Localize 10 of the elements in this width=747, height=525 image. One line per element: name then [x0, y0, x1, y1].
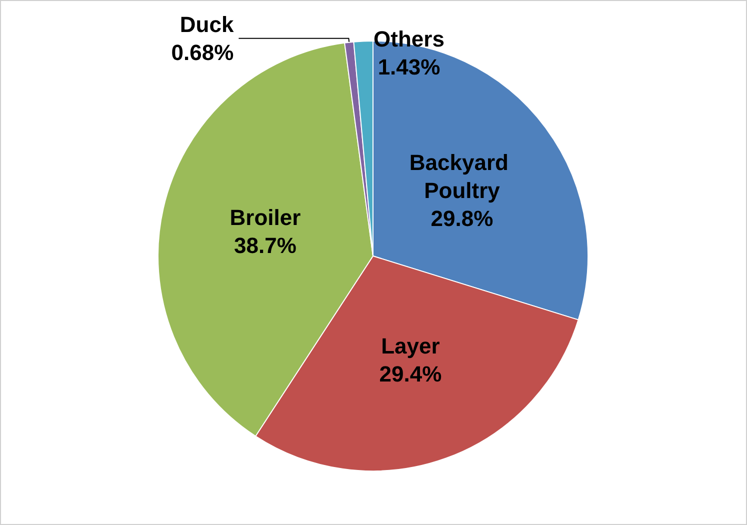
data-label: 38.7% — [234, 233, 296, 258]
slice-label: Others — [374, 26, 444, 52]
data-label: 0.68% — [171, 40, 234, 65]
slice-label: Layer — [381, 333, 440, 358]
slice-label: Broiler — [230, 205, 302, 230]
slice-label: Backyard Poultry — [409, 150, 515, 203]
slice-label: Duck — [180, 12, 234, 37]
data-label: 29.4% — [379, 361, 442, 386]
data-label: 29.8% — [430, 206, 494, 231]
data-label: 1.43% — [378, 54, 440, 80]
